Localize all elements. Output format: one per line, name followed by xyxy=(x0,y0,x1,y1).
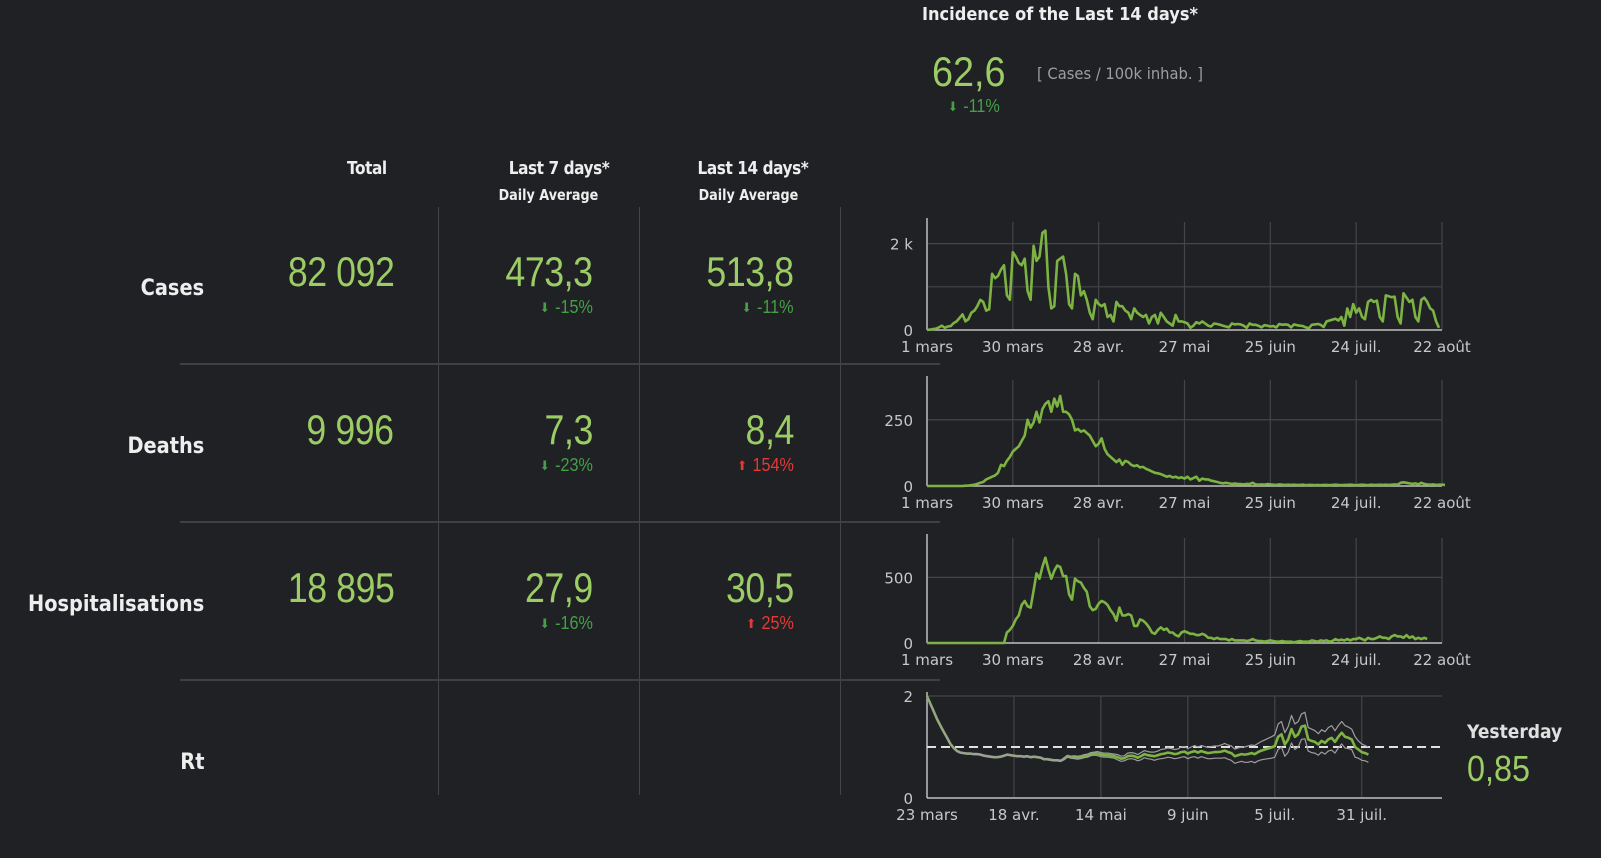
cases-x-tick-label: 22 août xyxy=(1413,338,1471,356)
hospitalisations-x-tick-label: 24 juil. xyxy=(1331,651,1382,669)
hospitalisations-last14-change: ⬆ 25% xyxy=(746,613,794,633)
rt-y-tick-label: 2 xyxy=(903,688,913,706)
deaths-last14-change: ⬆ 154% xyxy=(737,455,794,475)
rt-yesterday-label: Yesterday xyxy=(1467,721,1563,743)
header-last14-sub: Daily Average xyxy=(698,186,798,204)
hospitalisations-last7-change: ⬇ -16% xyxy=(539,613,593,633)
incidence-change: ⬇ -11% xyxy=(948,96,1000,116)
rt-x-tick-label: 18 avr. xyxy=(988,806,1039,824)
hospitalisations-last14: 30,5 xyxy=(726,564,794,611)
deaths-x-tick-label: 24 juil. xyxy=(1331,494,1382,512)
cases-last14-change: ⬇ -11% xyxy=(742,297,794,317)
rt-yesterday-value: 0,85 xyxy=(1467,748,1531,789)
deaths-total: 9 996 xyxy=(306,406,395,453)
deaths-last7-change: ⬇ -23% xyxy=(539,455,593,475)
incidence-unit: [ Cases / 100k inhab. ] xyxy=(1037,64,1203,83)
rt-x-tick-label: 9 juin xyxy=(1167,806,1209,824)
column-divider xyxy=(840,207,841,795)
arrow-up-icon: ⬆ xyxy=(737,458,748,473)
arrow-down-icon: ⬇ xyxy=(539,616,550,631)
row-label-rt: Rt xyxy=(179,750,204,775)
column-divider xyxy=(639,207,640,795)
header-total: Total xyxy=(347,158,387,179)
hospitalisations-y-tick-label: 0 xyxy=(903,635,913,653)
row-divider xyxy=(180,679,940,681)
deaths-x-tick-label: 22 août xyxy=(1413,494,1471,512)
header-last7-sub: Daily Average xyxy=(498,186,598,204)
rt-series-rt-upper xyxy=(926,695,1369,761)
hospitalisations-x-tick-label: 22 août xyxy=(1413,651,1471,669)
arrow-up-icon: ⬆ xyxy=(746,616,757,631)
cases-x-tick-label: 24 juil. xyxy=(1331,338,1382,356)
hospitalisations-y-tick-label: 500 xyxy=(884,569,913,587)
deaths-y-tick-label: 250 xyxy=(884,412,913,430)
hospitalisations-x-tick-label: 30 mars xyxy=(982,651,1044,669)
column-divider xyxy=(438,207,439,795)
deaths-last7: 7,3 xyxy=(544,406,594,453)
deaths-x-tick-label: 1 mars xyxy=(901,494,953,512)
cases-series-daily-cases xyxy=(926,229,1441,332)
deaths-last14: 8,4 xyxy=(745,406,795,453)
cases-total: 82 092 xyxy=(287,248,394,295)
row-label-hospitalisations: Hospitalisations xyxy=(27,592,204,617)
deaths-x-tick-label: 28 avr. xyxy=(1073,494,1124,512)
hospitalisations-x-tick-label: 27 mai xyxy=(1159,651,1211,669)
deaths-x-tick-label: 25 juin xyxy=(1245,494,1296,512)
cases-last14: 513,8 xyxy=(706,248,795,295)
cases-last7: 473,3 xyxy=(505,248,594,295)
cases-x-tick-label: 1 mars xyxy=(901,338,953,356)
deaths-series-daily-deaths xyxy=(927,394,1446,488)
deaths-x-tick-label: 30 mars xyxy=(982,494,1044,512)
cases-x-tick-label: 30 mars xyxy=(982,338,1044,356)
cases-y-tick-label: 2 k xyxy=(890,236,913,254)
rt-y-tick-label: 0 xyxy=(903,790,913,808)
rt-x-tick-label: 31 juil. xyxy=(1336,806,1387,824)
rt-series-rt-lower xyxy=(926,695,1369,764)
arrow-down-icon: ⬇ xyxy=(539,300,550,315)
row-divider xyxy=(180,521,940,523)
arrow-down-icon: ⬇ xyxy=(742,300,752,315)
cases-last7-change: ⬇ -15% xyxy=(539,297,593,317)
cases-x-tick-label: 25 juin xyxy=(1245,338,1296,356)
row-divider xyxy=(180,363,940,365)
hospitalisations-x-tick-label: 25 juin xyxy=(1245,651,1296,669)
hospitalisations-x-tick-label: 1 mars xyxy=(901,651,953,669)
hospitalisations-last7: 27,9 xyxy=(525,564,593,611)
arrow-down-icon: ⬇ xyxy=(539,458,550,473)
row-label-deaths: Deaths xyxy=(127,434,204,459)
rt-x-tick-label: 5 juil. xyxy=(1254,806,1295,824)
rt-x-tick-label: 14 mai xyxy=(1075,806,1127,824)
row-label-cases: Cases xyxy=(140,276,204,301)
incidence-title: Incidence of the Last 14 days* xyxy=(922,4,1198,25)
hospitalisations-x-tick-label: 28 avr. xyxy=(1073,651,1124,669)
arrow-down-icon: ⬇ xyxy=(948,99,958,114)
hospitalisations-total: 18 895 xyxy=(287,564,394,611)
header-last7: Last 7 days* xyxy=(508,158,609,179)
hospitalisations-series-daily-hospitalisations xyxy=(927,556,1428,645)
incidence-value: 62,6 xyxy=(932,48,1006,95)
cases-x-tick-label: 27 mai xyxy=(1159,338,1211,356)
cases-y-tick-label: 0 xyxy=(903,322,913,340)
header-last14: Last 14 days* xyxy=(697,158,808,179)
rt-x-tick-label: 23 mars xyxy=(896,806,958,824)
cases-x-tick-label: 28 avr. xyxy=(1073,338,1124,356)
deaths-y-tick-label: 0 xyxy=(903,478,913,496)
deaths-x-tick-label: 27 mai xyxy=(1159,494,1211,512)
